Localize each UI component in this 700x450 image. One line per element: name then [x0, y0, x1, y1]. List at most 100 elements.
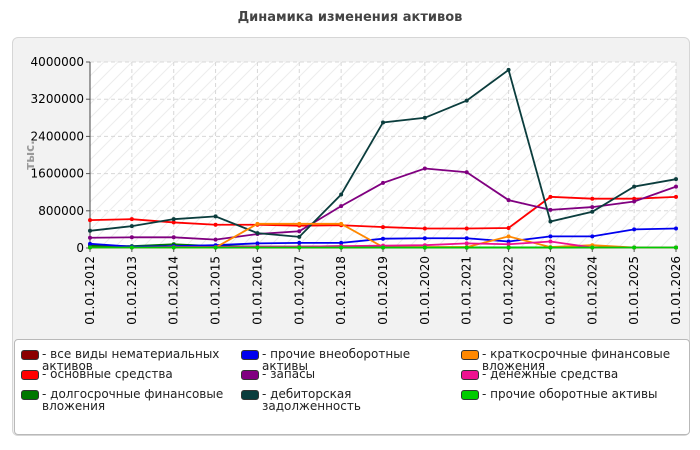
data-point [590, 196, 595, 201]
legend-swatch [241, 390, 259, 400]
hatch-line [561, 133, 676, 248]
data-point [422, 115, 427, 120]
hatch-line [673, 245, 676, 248]
data-point [590, 245, 595, 250]
data-point [297, 234, 302, 239]
hatch-line [281, 62, 469, 248]
hatch-line [211, 62, 399, 248]
data-point [88, 235, 92, 240]
legend-swatch [241, 350, 259, 360]
chart-legend: - все виды нематериальных активов - основ… [14, 339, 690, 435]
hatch-line [90, 62, 189, 161]
y-tick-label: 3200000 [31, 92, 84, 106]
legend-item: - запасы [241, 368, 451, 380]
data-point [339, 245, 344, 250]
data-point [297, 245, 302, 250]
series-8 [88, 245, 678, 250]
data-point [297, 229, 302, 234]
data-point [674, 177, 678, 182]
x-tick-label: 01.01.2021 [460, 256, 474, 325]
hatch-line [631, 203, 676, 248]
hatch-line [0, 62, 76, 248]
hatch-line [688, 62, 700, 248]
data-point [506, 226, 511, 231]
legend-swatch [241, 370, 259, 380]
hatch-line [127, 62, 315, 248]
data-point [506, 198, 511, 203]
data-point [632, 227, 637, 232]
legend-label: - прочие внеоборотные активы [262, 347, 411, 373]
y-tick-label: 1600000 [31, 167, 84, 181]
hatch-line [533, 105, 676, 248]
data-point [548, 234, 553, 239]
data-point [506, 234, 511, 239]
y-axis-label: тыс. [23, 140, 37, 169]
legend-label: - основные средства [42, 367, 173, 381]
data-point [674, 194, 678, 199]
hatch-line [113, 62, 301, 248]
y-tick-label: 4000000 [31, 55, 84, 69]
data-point [381, 225, 385, 230]
legend-label: - краткосрочные финансовые вложения [482, 347, 671, 373]
data-point [381, 236, 385, 241]
data-point [632, 184, 637, 189]
x-tick-label: 01.01.2016 [250, 256, 264, 325]
data-point [255, 241, 260, 246]
hatch-line [90, 62, 245, 217]
hatch-line [90, 62, 217, 189]
hatch-line [505, 77, 676, 248]
data-point [506, 67, 511, 72]
data-point [590, 234, 595, 239]
hatch-line [90, 62, 147, 119]
hatch-line [155, 62, 343, 248]
x-tick-label: 01.01.2015 [209, 256, 223, 325]
data-point [506, 242, 511, 247]
data-point [422, 236, 427, 241]
data-point [548, 219, 553, 224]
data-point [213, 214, 218, 219]
legend-item: - основные средства [21, 368, 231, 380]
hatch-line [407, 62, 595, 248]
y-tick-label: 800000 [38, 204, 84, 218]
data-point [129, 245, 134, 250]
data-point [464, 236, 469, 241]
hatch-line [547, 119, 676, 248]
legend-item: - все виды нематериальных активов [21, 348, 231, 372]
series-4 [88, 166, 678, 242]
y-tick-label: 0 [76, 241, 84, 255]
x-tick-label: 01.01.2023 [543, 256, 557, 325]
hatch-line [90, 62, 203, 175]
legend-label: - запасы [262, 367, 316, 381]
x-tick-label: 01.01.2014 [167, 256, 181, 325]
legend-swatch [461, 350, 479, 360]
hatch-line [617, 189, 676, 248]
data-point [381, 245, 385, 250]
data-point [548, 245, 553, 250]
x-tick-label: 01.01.2025 [627, 256, 641, 325]
data-point [464, 170, 469, 175]
data-point [674, 226, 678, 231]
series-5 [88, 67, 678, 239]
data-point [88, 228, 92, 233]
hatch-line [141, 62, 329, 248]
hatch-line [449, 62, 637, 248]
data-point [674, 184, 678, 189]
legend-item: - прочие оборотные активы [461, 388, 671, 400]
x-tick-label: 01.01.2013 [125, 256, 139, 325]
data-point [381, 120, 385, 125]
x-tick-label: 01.01.2020 [418, 256, 432, 325]
data-point [548, 239, 553, 244]
data-point [213, 222, 218, 227]
data-point [464, 98, 469, 103]
data-point [129, 217, 134, 222]
data-point [674, 245, 678, 250]
legend-label: - дебиторская задолженность [262, 387, 361, 413]
legend-item: - краткосрочные финансовые вложения [461, 348, 671, 372]
data-point [632, 245, 637, 250]
data-point [129, 235, 134, 240]
hatch-line [603, 175, 676, 248]
data-point [506, 239, 511, 244]
legend-label: - денежные средства [482, 367, 619, 381]
data-point [171, 245, 176, 250]
